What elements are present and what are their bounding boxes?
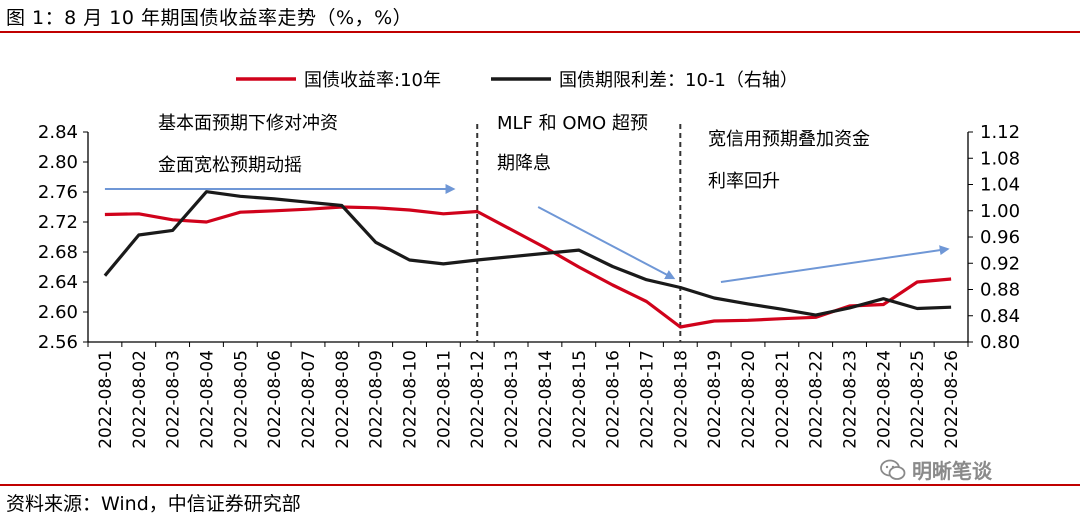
trend-arrow [720, 245, 950, 283]
x-tick-label: 2022-08-19 [705, 350, 725, 449]
right-tick-label: 1.12 [980, 122, 1020, 143]
annotation-text: MLF 和 OMO 超预 [497, 113, 648, 134]
x-tick-label: 2022-08-08 [333, 350, 353, 449]
bottom-divider [0, 484, 1080, 486]
x-tick-label: 2022-08-05 [231, 350, 251, 449]
x-tick-label: 2022-08-10 [401, 350, 421, 449]
x-tick-label: 2022-08-14 [536, 350, 556, 449]
x-tick-label: 2022-08-01 [96, 350, 116, 449]
x-tick-label: 2022-08-12 [468, 350, 488, 449]
legend-label-spread: 国债期限利差：10-1（右轴） [559, 70, 798, 91]
x-tick-label: 2022-08-20 [739, 350, 759, 449]
x-tick-label: 2022-08-06 [265, 350, 285, 449]
watermark-text: 明晰笔谈 [912, 459, 992, 483]
annotation-text: 期降息 [497, 153, 551, 174]
left-tick-label: 2.80 [38, 152, 78, 173]
x-tick-label: 2022-08-25 [908, 350, 928, 449]
x-tick-label: 2022-08-17 [637, 350, 657, 449]
left-tick-label: 2.76 [38, 182, 78, 203]
x-tick-label: 2022-08-21 [773, 350, 793, 449]
x-tick-label: 2022-08-22 [807, 350, 827, 449]
x-tick-label: 2022-08-04 [197, 350, 217, 449]
left-tick-label: 2.68 [38, 242, 78, 263]
watermark: 明晰笔谈 [880, 455, 992, 484]
right-tick-label: 0.96 [980, 227, 1020, 248]
left-tick-label: 2.56 [38, 332, 78, 353]
term-spread-line [103, 190, 952, 317]
right-tick-label: 0.92 [980, 253, 1020, 274]
annotation-text: 利率回升 [708, 171, 780, 192]
x-tick-label: 2022-08-26 [942, 350, 962, 449]
annotation-text: 基本面预期下修对冲资 [158, 113, 338, 134]
x-tick-label: 2022-08-02 [130, 350, 150, 449]
left-tick-label: 2.72 [38, 212, 78, 233]
right-tick-label: 1.04 [980, 175, 1020, 196]
x-tick-label: 2022-08-23 [841, 350, 861, 449]
x-tick-label: 2022-08-09 [367, 350, 387, 449]
right-tick-label: 0.80 [980, 332, 1020, 353]
annotation-text: 宽信用预期叠加资金 [708, 129, 870, 150]
x-tick-label: 2022-08-07 [299, 350, 319, 449]
trend-arrow [537, 206, 676, 280]
yield-10y-line [104, 205, 952, 329]
right-tick-label: 1.08 [980, 148, 1020, 169]
left-tick-label: 2.64 [38, 272, 78, 293]
legend-label-yield: 国债收益率:10年 [304, 70, 441, 91]
x-tick-label: 2022-08-16 [604, 350, 624, 449]
x-tick-label: 2022-08-03 [164, 350, 184, 449]
wechat-icon [880, 459, 906, 480]
x-tick-label: 2022-08-15 [570, 350, 590, 449]
x-tick-label: 2022-08-11 [434, 350, 454, 449]
chart-title: 图 1：8 月 10 年期国债收益率走势（%，%） [6, 7, 413, 29]
right-tick-label: 0.88 [980, 280, 1020, 301]
left-tick-label: 2.84 [38, 122, 78, 143]
annotation-text: 金面宽松预期动摇 [158, 155, 302, 176]
x-tick-label: 2022-08-24 [874, 350, 894, 449]
right-tick-label: 0.84 [980, 306, 1020, 327]
top-divider [0, 31, 1080, 33]
source-note: 资料来源：Wind，中信证券研究部 [6, 493, 301, 515]
right-tick-label: 1.00 [980, 201, 1020, 222]
x-tick-label: 2022-08-18 [671, 350, 691, 449]
left-tick-label: 2.60 [38, 302, 78, 323]
x-tick-label: 2022-08-13 [502, 350, 522, 449]
